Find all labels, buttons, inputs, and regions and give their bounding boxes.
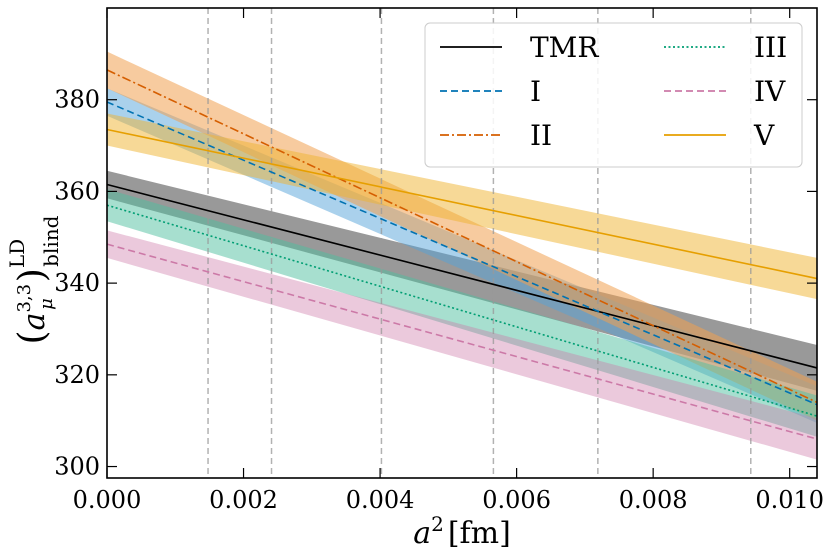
band-iv [107,230,817,460]
line-i [106,101,818,406]
line-ii [106,69,818,404]
legend-label-iv: IV [754,75,786,108]
reference-vertical-lines [207,8,752,478]
x-tick-label: 0.002 [209,486,278,514]
tick-labels: 0.000 0.002 0.004 0.006 0.008 0.010 300 320 340 3… [54,86,824,514]
x-axis-label: a2 [fm] [413,512,511,551]
legend-label-i: I [530,75,541,108]
line-tmr [106,183,818,369]
line-iii [106,204,818,417]
legend-box [424,22,803,168]
y-tick-label: 380 [54,86,100,114]
x-tick-label: 0.004 [346,486,415,514]
band-v [107,113,817,300]
series-lines [106,69,818,440]
line-v [106,128,818,280]
line-iv [106,243,818,440]
x-tick-label: 0.000 [73,486,142,514]
legend-label-ii: II [530,119,552,152]
x-tick-label: 0.010 [755,486,824,514]
band-iii [107,189,817,437]
x-tick-label: 0.006 [482,486,551,514]
y-tick-label: 360 [54,177,100,205]
y-tick-label: 340 [54,269,100,297]
y-tick-label: 300 [54,453,100,481]
plot-frame [106,7,818,479]
legend-label-tmr: TMR [530,31,599,64]
x-tick-label: 0.008 [619,486,688,514]
y-axis-label: (a3,3μ)LD blind [5,215,63,344]
legend-label-v: V [753,119,775,152]
legend-label-iii: III [754,31,787,64]
y-tick-label: 320 [54,361,100,389]
